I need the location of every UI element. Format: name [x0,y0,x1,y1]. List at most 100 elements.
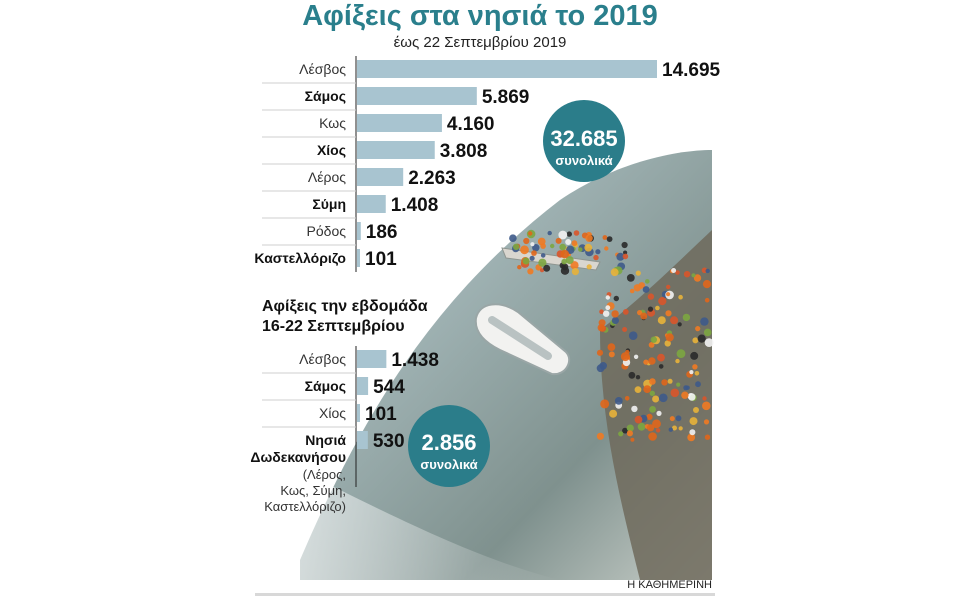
person-dot [618,431,624,437]
person-dot [703,419,710,425]
person-dot [668,427,673,432]
person-dot [561,258,567,265]
person-dot [657,353,665,362]
person-dot [675,270,680,275]
person-dot [621,241,628,249]
person-dot [687,433,696,442]
category-label: Κως [319,115,346,131]
person-dot [608,351,615,358]
person-dot [695,326,701,332]
person-dot [547,230,552,236]
person-dot [610,268,619,277]
person-dot [692,364,698,370]
person-dot [691,273,696,278]
person-dot [648,357,656,365]
person-dot [683,271,691,278]
person-dot [670,388,680,398]
credit-logo: Η ΚΑΘΗΜΕΡΙΝΗ [627,579,712,591]
person-dot [584,243,593,252]
person-dot [565,239,572,245]
person-dot [596,432,605,440]
person-dot [697,334,706,343]
person-dot [593,254,599,261]
person-dot [613,295,619,302]
person-dot [517,265,522,270]
person-dot [643,385,652,393]
person-dot [573,230,580,236]
category-note: Καστελλόριζο) [264,499,346,514]
bar [357,168,404,186]
person-dot [646,413,653,420]
week-title-line-2: 16-22 Σεπτεμβρίου [262,318,405,335]
person-dot [633,284,642,292]
total-week-label: συνολικά [420,457,477,472]
person-dot [606,236,613,243]
person-dot [560,249,569,259]
person-dot [665,333,674,342]
bar [357,431,368,449]
person-dot [595,249,601,255]
person-dot [675,358,680,364]
person-dot [677,322,682,327]
person-dot [672,425,677,431]
week-section-title: Αφίξεις την εβδομάδα 16-22 Σεπτεμβρίου [262,297,428,337]
bar [357,114,442,132]
person-dot [676,382,681,387]
person-dot [586,264,592,270]
background-photo [300,150,714,580]
person-dot [528,231,533,236]
person-dot [597,324,605,332]
person-dot [622,327,628,332]
total-2019-label: συνολικά [555,153,612,168]
total-2019-badge: 32.685 συνολικά [543,100,625,182]
category-label: Καστελλόριζο [254,250,346,266]
category-label: Λέρος [308,169,346,185]
person-dot [522,257,530,265]
person-dot [540,243,546,249]
person-dot [513,243,520,250]
category-label: Χίος [319,405,346,421]
person-dot [622,253,629,260]
person-dot [657,316,666,325]
person-dot [616,252,625,261]
person-dot [690,351,699,360]
total-2019-circle [543,100,625,182]
person-dot [607,343,616,351]
person-dot [596,364,605,373]
person-dot [509,234,517,242]
category-label: Δωδεκανήσου [250,449,346,465]
bar [357,404,360,422]
bar [357,350,387,368]
person-dot [702,401,711,411]
person-dot [678,294,683,300]
person-dot [656,410,662,416]
total-week-badge: 2.856 συνολικά [408,405,490,487]
value-label: 1.408 [391,195,439,216]
person-dot [666,284,671,290]
person-dot [682,313,691,322]
person-dot [596,349,604,356]
person-dot [611,316,620,325]
person-dot [681,391,689,399]
value-label: 2.263 [408,168,456,189]
total-week-value: 2.856 [421,430,476,455]
bar [357,60,657,78]
person-dot [559,243,566,251]
person-dot [652,419,661,429]
person-dot [523,237,530,245]
category-label: Ρόδος [307,223,347,239]
person-dot [614,397,623,405]
person-dot [605,305,611,311]
person-dot [703,328,712,337]
total-week-circle [408,405,490,487]
bar [357,249,360,267]
person-dot [558,230,568,240]
person-dot [620,352,630,362]
person-dot [599,309,604,315]
person-dot [658,364,664,369]
person-dot [565,256,574,265]
people-crowd [509,229,714,442]
person-dot [648,432,657,441]
person-dot [702,396,707,401]
